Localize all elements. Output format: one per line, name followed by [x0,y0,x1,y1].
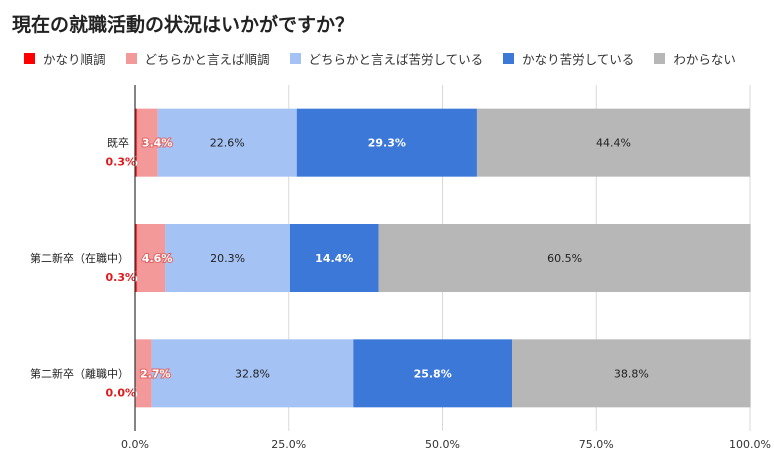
data-label: 2.7% [140,367,171,380]
x-tick-label: 50.0% [425,438,460,451]
data-label: 4.6% [142,252,173,265]
legend-label: かなり苦労している [522,51,635,67]
data-label: 44.4% [596,137,631,150]
category-label: 既卒 [107,136,129,150]
data-label: 38.8% [614,367,649,380]
data-label: 25.8% [414,367,452,380]
x-tick-label: 100.0% [729,438,771,451]
bar-segment [378,224,751,292]
legend-item: どちらかと言えば苦労している [289,49,484,68]
bar-segment [157,108,297,177]
bar-segment [353,339,512,408]
data-label: 0.3% [105,156,136,169]
data-label: 60.5% [547,252,582,265]
category-label: 第二新卒（離職中） [30,366,129,380]
data-label: 3.4% [142,137,173,150]
legend-swatch [125,52,137,64]
chart-title: 現在の就職活動の状況はいかがですか？ [12,14,355,36]
data-label: 0.3% [105,271,136,284]
legend-label: どちらかと言えば順調 [144,51,270,67]
category-label: 第二新卒（在職中） [30,251,129,265]
data-label: 32.8% [235,367,270,380]
bar-segment [165,224,290,292]
chart-legend: かなり順調 どちらかと言えば順調 どちらかと言えば苦労している かなり苦労してい… [24,49,756,67]
data-label: 29.3% [368,137,406,150]
x-tick-label: 0.0% [121,438,149,451]
data-label: 20.3% [210,252,245,265]
bar-segment [135,224,137,292]
x-tick-label: 25.0% [271,438,306,451]
bar-segment [289,224,379,292]
legend-swatch [289,52,301,64]
data-label: 22.6% [210,137,245,150]
bar-segment [296,108,477,177]
bar-segment [136,108,158,177]
bar-segment [476,108,750,177]
bar-segment [151,339,354,408]
bar-segment [511,339,751,408]
legend-swatch [503,52,515,64]
bar-segment [135,108,137,177]
data-label: 14.4% [315,252,353,265]
legend-item: わからない [654,49,736,68]
bar-segment [135,339,152,408]
x-tick-label: 75.0% [579,438,614,451]
legend-swatch [654,52,666,64]
legend-swatch [24,52,35,64]
legend-label: かなり順調 [43,51,106,67]
bar-segment [136,224,166,292]
data-label: 0.0% [105,386,136,399]
legend-label: どちらかと言えば苦労している [308,51,484,67]
legend-item: かなり苦労している [503,49,634,68]
legend-item: どちらかと言えば順調 [125,49,270,68]
legend-label: わからない [673,51,736,67]
legend-item: かなり順調 [24,49,106,68]
